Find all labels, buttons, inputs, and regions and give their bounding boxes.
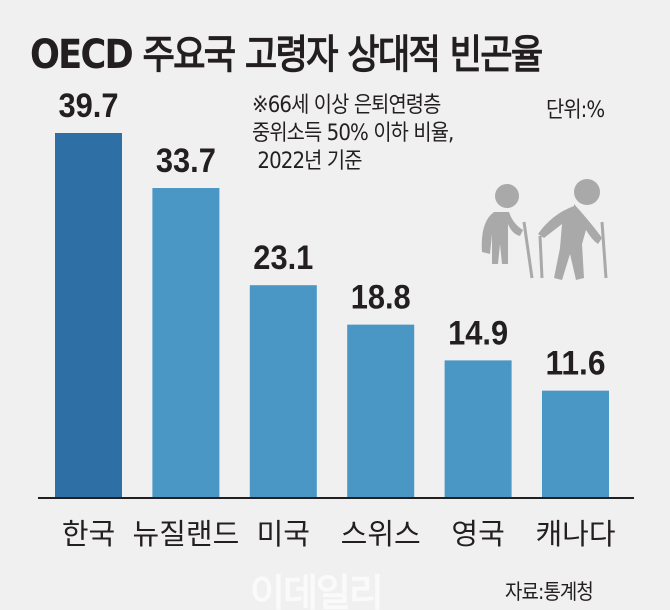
category-label-2: 미국	[257, 517, 310, 551]
bar-2	[249, 285, 317, 497]
bar-4	[444, 360, 512, 497]
category-label-3: 스위스	[341, 517, 421, 551]
bar-1	[152, 188, 220, 498]
data-label-3: 18.8	[351, 279, 411, 317]
watermark: 이데일리	[250, 571, 384, 610]
data-label-4: 14.9	[448, 314, 508, 352]
bar-3	[347, 324, 415, 497]
data-label-1: 33.7	[156, 142, 216, 180]
data-label-2: 23.1	[253, 239, 313, 277]
category-label-5: 캐나다	[535, 517, 615, 551]
category-label-1: 뉴질랜드	[133, 517, 240, 551]
bar-5	[542, 390, 609, 497]
elderly-couple-icon	[481, 179, 608, 280]
chart-title: OECD 주요국 고령자 상대적 빈곤율	[30, 32, 543, 78]
source-label: 자료:통계청	[505, 580, 594, 604]
data-label-5: 11.6	[546, 345, 606, 383]
unit-label: 단위:%	[546, 98, 605, 123]
bar-0	[55, 133, 122, 497]
category-label-4: 영국	[451, 517, 504, 551]
category-label-0: 한국	[62, 517, 115, 551]
data-label-0: 39.7	[59, 87, 119, 125]
chart-note: ※66세 이상 은퇴연령층 중위소득 50% 이하 비율, 2022년 기준	[252, 93, 454, 174]
